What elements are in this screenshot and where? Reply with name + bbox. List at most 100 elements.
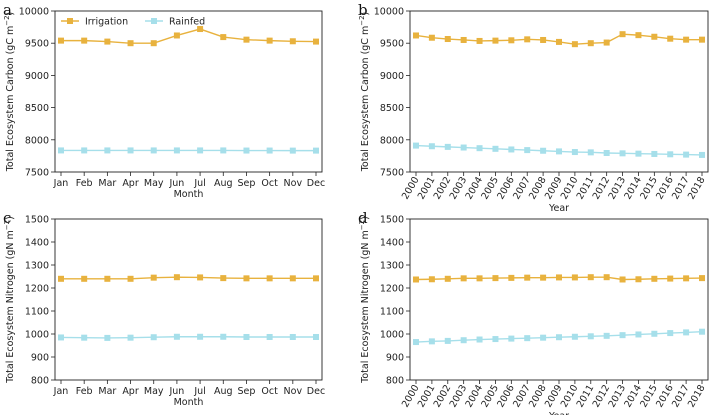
x-tick-label: Aug [214, 386, 233, 397]
data-point [104, 38, 111, 45]
legend: Irrigation Rainfed [61, 17, 205, 28]
panel-label: b [358, 1, 368, 19]
x-tick-label: Mar [98, 178, 116, 189]
data-point [173, 274, 180, 281]
data-point [428, 34, 435, 41]
data-point [635, 331, 642, 338]
x-tick-label: Feb [76, 178, 93, 189]
y-tick-label: 10000 [19, 7, 49, 18]
data-point [150, 334, 157, 341]
data-point [603, 274, 610, 281]
data-point [667, 151, 674, 158]
legend-marker [67, 18, 73, 24]
x-tick-label: Jul [193, 178, 205, 189]
x-tick-label: 2018 [686, 175, 708, 201]
data-point [289, 38, 296, 45]
y-axis-label-unit-sup: −2 [3, 220, 11, 230]
data-point [444, 275, 451, 282]
data-point [571, 333, 578, 340]
data-point [127, 40, 134, 47]
data-point [58, 147, 64, 154]
y-axis-label-unit-sup: −2 [3, 15, 11, 25]
x-tick-label: Jan [53, 178, 69, 189]
y-tick-label: 1400 [380, 238, 404, 249]
data-point [58, 275, 64, 282]
y-axis-label-close: ) [5, 12, 16, 16]
data-point [667, 330, 674, 337]
data-point [413, 32, 419, 39]
data-point [635, 150, 642, 157]
data-point [619, 276, 626, 283]
x-tick-label: Jun [168, 178, 184, 189]
data-point [173, 147, 180, 154]
data-point [127, 334, 134, 341]
y-axis-label: Total Ecosystem Carbon (gC m−2) [358, 12, 371, 173]
data-point [635, 276, 642, 283]
legend-entry: Irrigation [85, 17, 128, 28]
data-point [619, 150, 626, 157]
series-line-irrigation [61, 276, 316, 280]
data-point [220, 34, 227, 41]
x-tick-label: 2018 [686, 383, 708, 409]
y-axis-label-text: Total Ecosystem Carbon (gC m [5, 26, 16, 173]
data-point [651, 275, 658, 282]
data-point [524, 147, 531, 154]
y-tick-label: 9500 [380, 39, 404, 50]
data-point [444, 143, 451, 150]
data-point [587, 149, 594, 156]
x-tick-label: May [144, 386, 164, 397]
data-point [619, 332, 626, 339]
data-point [492, 145, 499, 152]
y-tick-label: 900 [386, 353, 404, 364]
data-point [220, 147, 227, 154]
data-point [587, 40, 594, 47]
data-point [243, 275, 250, 282]
y-tick-label: 7500 [25, 168, 49, 179]
data-point [603, 39, 610, 46]
x-tick-label: Oct [261, 386, 278, 397]
data-point [699, 151, 705, 158]
x-tick-label: Aug [214, 178, 233, 189]
data-point [667, 35, 674, 42]
x-axis-label: Month [174, 189, 204, 200]
data-point [540, 274, 547, 281]
data-point [266, 275, 273, 282]
data-point [571, 41, 578, 48]
data-point [651, 330, 658, 337]
data-point [313, 147, 319, 154]
data-point [524, 274, 531, 281]
y-axis-label-close: ) [360, 12, 371, 16]
data-point [289, 333, 296, 340]
data-point [571, 274, 578, 281]
data-point [413, 142, 419, 149]
x-axis-label: Month [174, 397, 204, 408]
data-point [476, 37, 483, 44]
data-point [127, 147, 134, 154]
data-point [243, 36, 250, 43]
panel-b: b750080008500900095001000020002001200220… [358, 1, 709, 214]
data-point [540, 334, 547, 341]
data-point [81, 334, 88, 341]
data-point [81, 147, 88, 154]
x-tick-label: Sep [238, 178, 256, 189]
y-tick-label: 800 [31, 376, 49, 387]
y-tick-label: 1500 [25, 215, 49, 226]
series-line-irrigation [61, 28, 317, 44]
data-point [683, 151, 690, 158]
data-point [508, 274, 515, 281]
y-tick-label: 1500 [380, 215, 404, 226]
data-point [173, 32, 180, 39]
data-point [104, 275, 111, 282]
data-point [699, 328, 705, 335]
data-point [197, 26, 204, 33]
data-point [619, 31, 626, 38]
data-point [81, 275, 88, 282]
data-point [556, 38, 562, 45]
data-point [603, 332, 610, 339]
y-tick-label: 800 [386, 376, 404, 387]
data-point [540, 36, 547, 43]
panel-a: a 7500 8000 8500 9000 9500 10000 Jan Feb Mar Apr Ma… [3, 1, 325, 200]
y-axis-label-unit-sup: −2 [358, 15, 366, 25]
y-tick-label: 9000 [25, 71, 49, 82]
y-tick-label: 8500 [380, 103, 404, 114]
